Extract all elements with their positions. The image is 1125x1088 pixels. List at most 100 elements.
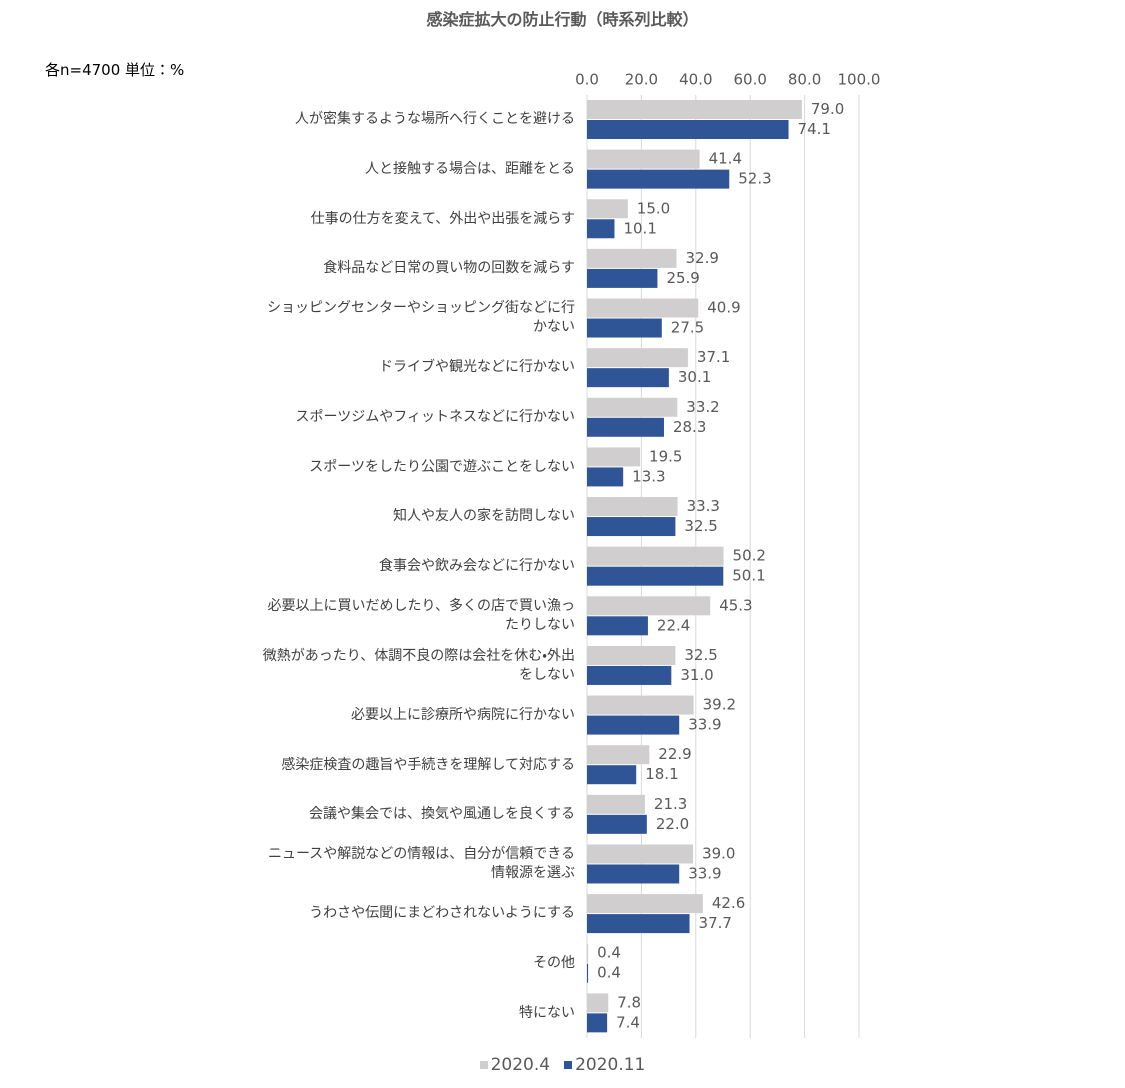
value-label: 15.0 (637, 199, 670, 217)
value-label: 19.5 (649, 447, 682, 465)
bar (587, 348, 688, 368)
category-label: スポーツをしたり公園で遊ぶことをしない (309, 458, 575, 475)
category-label: 微熱があったり、体調不良の際は会社を休む・外出をしない (262, 647, 575, 683)
category-label: 食事会や飲み会などに行かない (379, 557, 575, 574)
category-label: 食料品など日常の買い物の回数を減らす (323, 260, 575, 277)
value-label: 18.1 (645, 765, 678, 783)
bar (587, 894, 703, 914)
bar (587, 467, 624, 487)
value-label: 0.4 (597, 964, 621, 982)
chart-title: 感染症拡大の防止行動（時系列比較） (426, 10, 699, 29)
bar (587, 695, 694, 715)
bar (587, 497, 678, 517)
note: 各n=4700 単位：% (45, 61, 185, 79)
bar (587, 765, 637, 785)
bar (587, 298, 699, 318)
value-label: 79.0 (811, 100, 844, 118)
value-label: 21.3 (654, 795, 687, 813)
bar (587, 248, 677, 268)
value-label: 7.4 (616, 1013, 640, 1031)
bar (587, 745, 650, 765)
bar (587, 318, 662, 338)
bar (587, 794, 645, 814)
bar (587, 447, 641, 467)
value-label: 33.3 (687, 497, 720, 515)
value-label: 32.5 (684, 646, 717, 664)
bar (587, 149, 700, 169)
bar (587, 963, 589, 983)
category-label: 必要以上に買いだめしたり、多くの店で買い漁ったりしない (267, 598, 575, 634)
value-label: 37.7 (699, 914, 732, 932)
category-label: ニュースや解説などの情報は、自分が信頼できる情報源を選ぶ (267, 846, 575, 882)
value-label: 39.2 (703, 696, 736, 714)
bar (587, 546, 724, 566)
category-label: 人が密集するような場所へ行くことを避ける (295, 111, 575, 128)
legend-label: 2020.4 (490, 1055, 551, 1075)
category-label: ドライブや観光などに行かない (379, 359, 575, 376)
value-label: 25.9 (666, 269, 699, 287)
legend: 2020.4 2020.11 (0, 1055, 1125, 1075)
category-label: その他 (533, 955, 575, 972)
bar (587, 368, 669, 388)
value-label: 32.5 (684, 517, 717, 535)
value-label: 74.1 (798, 120, 831, 138)
value-label: 50.1 (732, 567, 765, 585)
bar (587, 219, 615, 239)
category-label: 感染症検査の趣旨や手続きを理解して対応する (281, 756, 575, 773)
value-label: 22.9 (658, 745, 691, 763)
bar (587, 268, 658, 288)
value-label: 40.9 (707, 299, 740, 317)
bar (587, 914, 690, 934)
bar (587, 715, 680, 735)
value-label: 39.0 (702, 844, 735, 862)
bar (587, 169, 730, 189)
value-label: 33.2 (686, 398, 719, 416)
value-label: 10.1 (623, 219, 656, 237)
x-tick-label: 80.0 (788, 71, 821, 89)
category-label: 人と接触する場合は、距離をとる (365, 160, 575, 177)
bar (587, 397, 678, 417)
legend-label: 2020.11 (575, 1055, 646, 1075)
category-label: うわさや伝聞にまどわされないようにする (309, 905, 575, 922)
value-label: 41.4 (709, 150, 742, 168)
legend-swatch (564, 1061, 573, 1069)
category-label: 必要以上に診療所や病院に行かない (351, 706, 575, 723)
bar (587, 814, 647, 834)
x-tick-label: 100.0 (838, 71, 881, 89)
bar (587, 665, 672, 685)
category-label: スポーツジムやフィットネスなどに行かない (295, 409, 575, 426)
value-label: 42.6 (712, 894, 745, 912)
bar (587, 1013, 608, 1033)
bar (587, 596, 711, 616)
value-label: 22.0 (656, 815, 689, 833)
category-label: 特にない (519, 1004, 575, 1021)
value-label: 13.3 (632, 467, 665, 485)
x-tick-label: 20.0 (625, 71, 658, 89)
value-label: 50.2 (733, 547, 766, 565)
value-label: 7.8 (617, 993, 641, 1011)
value-label: 27.5 (671, 319, 704, 337)
bar (587, 566, 724, 586)
value-label: 37.1 (697, 348, 730, 366)
bar (587, 120, 789, 139)
x-tick-label: 0.0 (575, 71, 599, 89)
value-label: 32.9 (685, 249, 718, 267)
x-tick-label: 40.0 (679, 71, 712, 89)
x-tick-label: 60.0 (733, 71, 766, 89)
bar (587, 616, 648, 636)
value-label: 45.3 (719, 596, 752, 614)
value-label: 52.3 (738, 170, 771, 188)
category-label: 仕事の仕方を変えて、外出や出張を減らす (310, 210, 575, 227)
category-label: 知人や友人の家を訪問しない (393, 508, 575, 525)
bar (587, 645, 676, 665)
category-label: ショッピングセンターやショッピング街などに行かない (267, 300, 575, 336)
category-label: 会議や集会では、換気や風通しを良くする (309, 806, 575, 823)
value-label: 22.4 (657, 616, 690, 634)
bar (587, 864, 680, 884)
bar (587, 199, 628, 219)
value-label: 33.9 (688, 716, 721, 734)
bar (587, 517, 676, 537)
bar (587, 844, 694, 864)
